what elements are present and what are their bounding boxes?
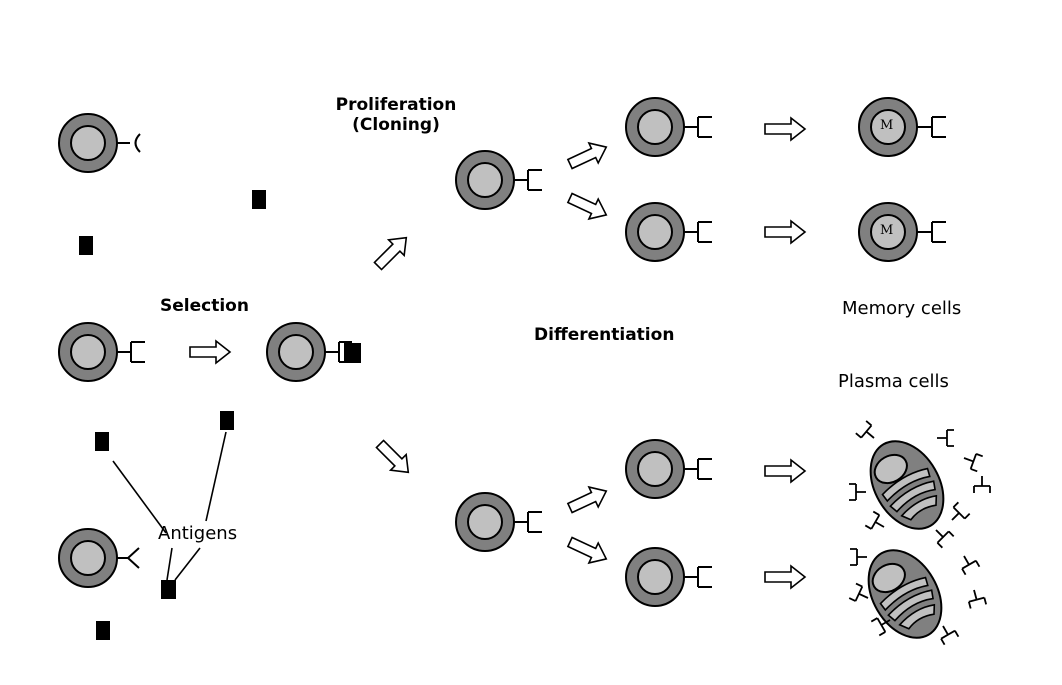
proliferation-label-line2: (Cloning) <box>352 115 440 135</box>
clone-cell-lower <box>455 492 542 552</box>
antigen-pointer-line <box>112 460 167 534</box>
antigen-marker <box>161 580 176 599</box>
memory-cell <box>858 202 946 262</box>
naive-cell-bottom <box>58 528 140 588</box>
proliferation-label: Proliferation (Cloning) <box>320 95 472 135</box>
selected-cell <box>266 322 361 382</box>
memory-cell <box>858 97 946 157</box>
maturation-arrow <box>764 565 806 589</box>
maturation-arrow <box>764 117 806 141</box>
plasma-cell <box>854 427 960 543</box>
fanout-arrow <box>564 480 612 519</box>
differentiation-label: Differentiation <box>534 325 675 345</box>
proliferation-arrow <box>369 229 415 275</box>
memory-cells-label: Memory cells <box>842 298 962 319</box>
memory-mark: M <box>880 118 894 133</box>
antigen-pointer-line <box>174 547 201 581</box>
maturation-arrow <box>764 459 806 483</box>
daughter-cell <box>625 439 712 499</box>
naive-cell-middle <box>58 322 145 382</box>
antigen-pointer-line <box>166 547 173 581</box>
daughter-cell <box>625 202 712 262</box>
antigen-marker <box>252 190 266 209</box>
differentiation-arrow <box>371 435 417 481</box>
antigen-marker <box>220 411 234 430</box>
plasma-cells-label: Plasma cells <box>838 371 949 392</box>
proliferation-label-line1: Proliferation <box>335 95 457 115</box>
selection-label: Selection <box>160 296 249 316</box>
fanout-arrow <box>564 187 612 226</box>
antigen-marker <box>95 432 109 451</box>
antigen-marker <box>96 621 110 640</box>
antigens-label: Antigens <box>158 523 238 544</box>
plasma-cell <box>852 536 958 652</box>
antigen-marker <box>79 236 93 255</box>
clone-cell-upper <box>455 150 542 210</box>
selection-arrow <box>189 340 231 364</box>
antigen-pointer-line <box>205 431 227 522</box>
memory-mark: M <box>880 223 894 238</box>
maturation-arrow <box>764 220 806 244</box>
daughter-cell <box>625 547 712 607</box>
daughter-cell <box>625 97 712 157</box>
fanout-arrow <box>564 136 612 175</box>
naive-cell-top <box>58 113 141 173</box>
fanout-arrow <box>564 531 612 570</box>
